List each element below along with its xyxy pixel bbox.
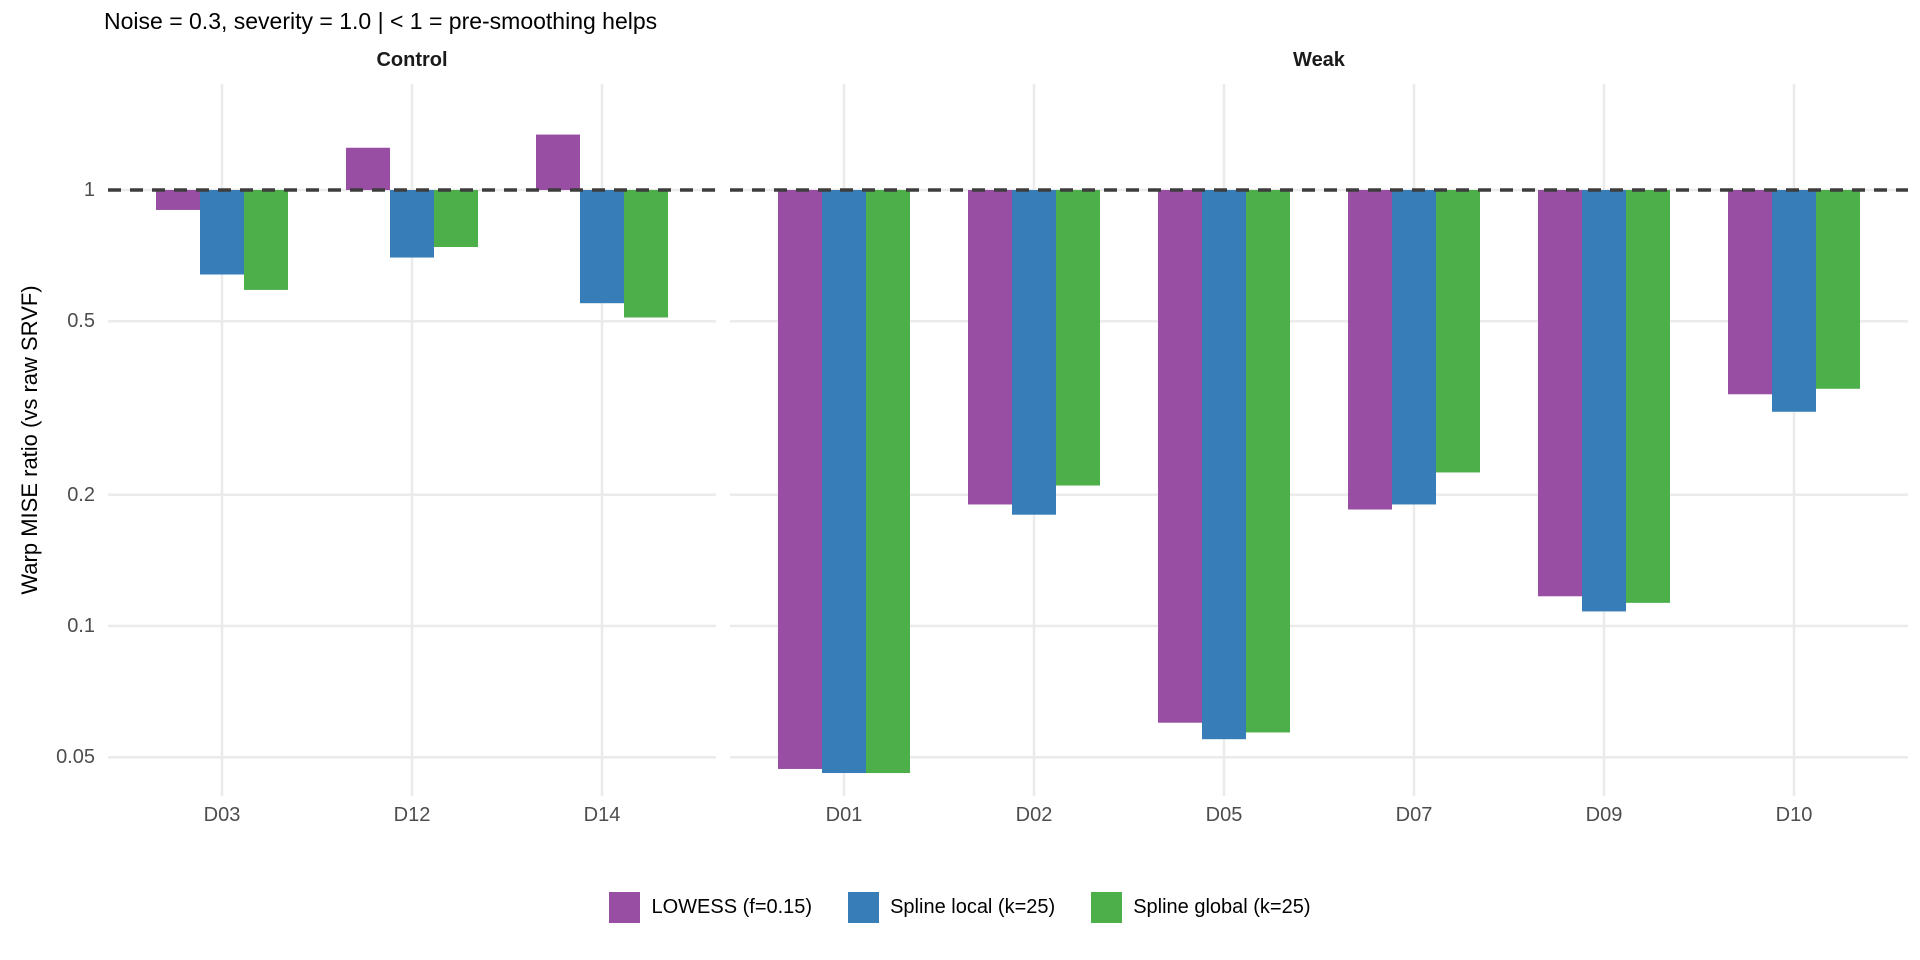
facet-label: Weak xyxy=(1293,49,1346,71)
bar xyxy=(434,190,478,248)
bar xyxy=(1772,190,1816,412)
y-tick-label: 0.05 xyxy=(56,746,95,768)
bar xyxy=(1392,190,1436,505)
x-tick-label: D07 xyxy=(1396,804,1433,826)
bar xyxy=(968,190,1012,505)
legend-label: Spline local (k=25) xyxy=(890,896,1056,918)
x-tick-label: D12 xyxy=(394,804,431,826)
y-tick-label: 0.1 xyxy=(67,615,95,637)
facet-label: Control xyxy=(376,49,447,71)
bar xyxy=(1348,190,1392,510)
x-tick-label: D03 xyxy=(204,804,241,826)
bar xyxy=(1728,190,1772,395)
bar xyxy=(1246,190,1290,733)
legend-label: Spline global (k=25) xyxy=(1133,896,1311,918)
bar xyxy=(536,134,580,190)
y-tick-label: 0.2 xyxy=(67,484,95,506)
bar xyxy=(200,190,244,275)
bar xyxy=(244,190,288,290)
legend-item: Spline local (k=25) xyxy=(848,892,1055,923)
legend-item: LOWESS (f=0.15) xyxy=(609,892,812,923)
bar xyxy=(346,147,390,190)
bar xyxy=(1012,190,1056,515)
y-tick-label: 1 xyxy=(84,179,95,201)
x-tick-label: D05 xyxy=(1206,804,1243,826)
legend-swatch-spline-local xyxy=(848,892,880,923)
plot-svg: 1 0.5 0.2 0.1 0.05 Control D03 D12 D14 Weak D01 D02… xyxy=(56,49,1908,826)
bar xyxy=(1158,190,1202,723)
x-tick-label: D01 xyxy=(826,804,863,826)
x-tick-label: D10 xyxy=(1776,804,1813,826)
bar xyxy=(1538,190,1582,597)
x-tick-label: D14 xyxy=(584,804,621,826)
x-tick-label: D02 xyxy=(1016,804,1053,826)
bar xyxy=(1436,190,1480,473)
bar xyxy=(156,190,200,210)
legend: LOWESS (f=0.15) Spline local (k=25) Spli… xyxy=(0,892,1920,923)
bar xyxy=(866,190,910,774)
bar xyxy=(580,190,624,304)
chart-title: Noise = 0.3, severity = 1.0 | < 1 = pre-… xyxy=(104,8,658,34)
bar xyxy=(1626,190,1670,603)
bar xyxy=(1056,190,1100,486)
bar xyxy=(822,190,866,774)
bar xyxy=(624,190,668,318)
legend-item: Spline global (k=25) xyxy=(1091,892,1311,923)
bar xyxy=(1582,190,1626,612)
bar xyxy=(390,190,434,258)
bar xyxy=(1202,190,1246,740)
legend-label: LOWESS (f=0.15) xyxy=(651,896,813,918)
bar xyxy=(1816,190,1860,389)
legend-swatch-lowess xyxy=(609,892,641,923)
y-tick-label: 0.5 xyxy=(67,310,95,332)
x-tick-label: D09 xyxy=(1586,804,1623,826)
bar xyxy=(778,190,822,769)
legend-swatch-spline-global xyxy=(1091,892,1123,923)
